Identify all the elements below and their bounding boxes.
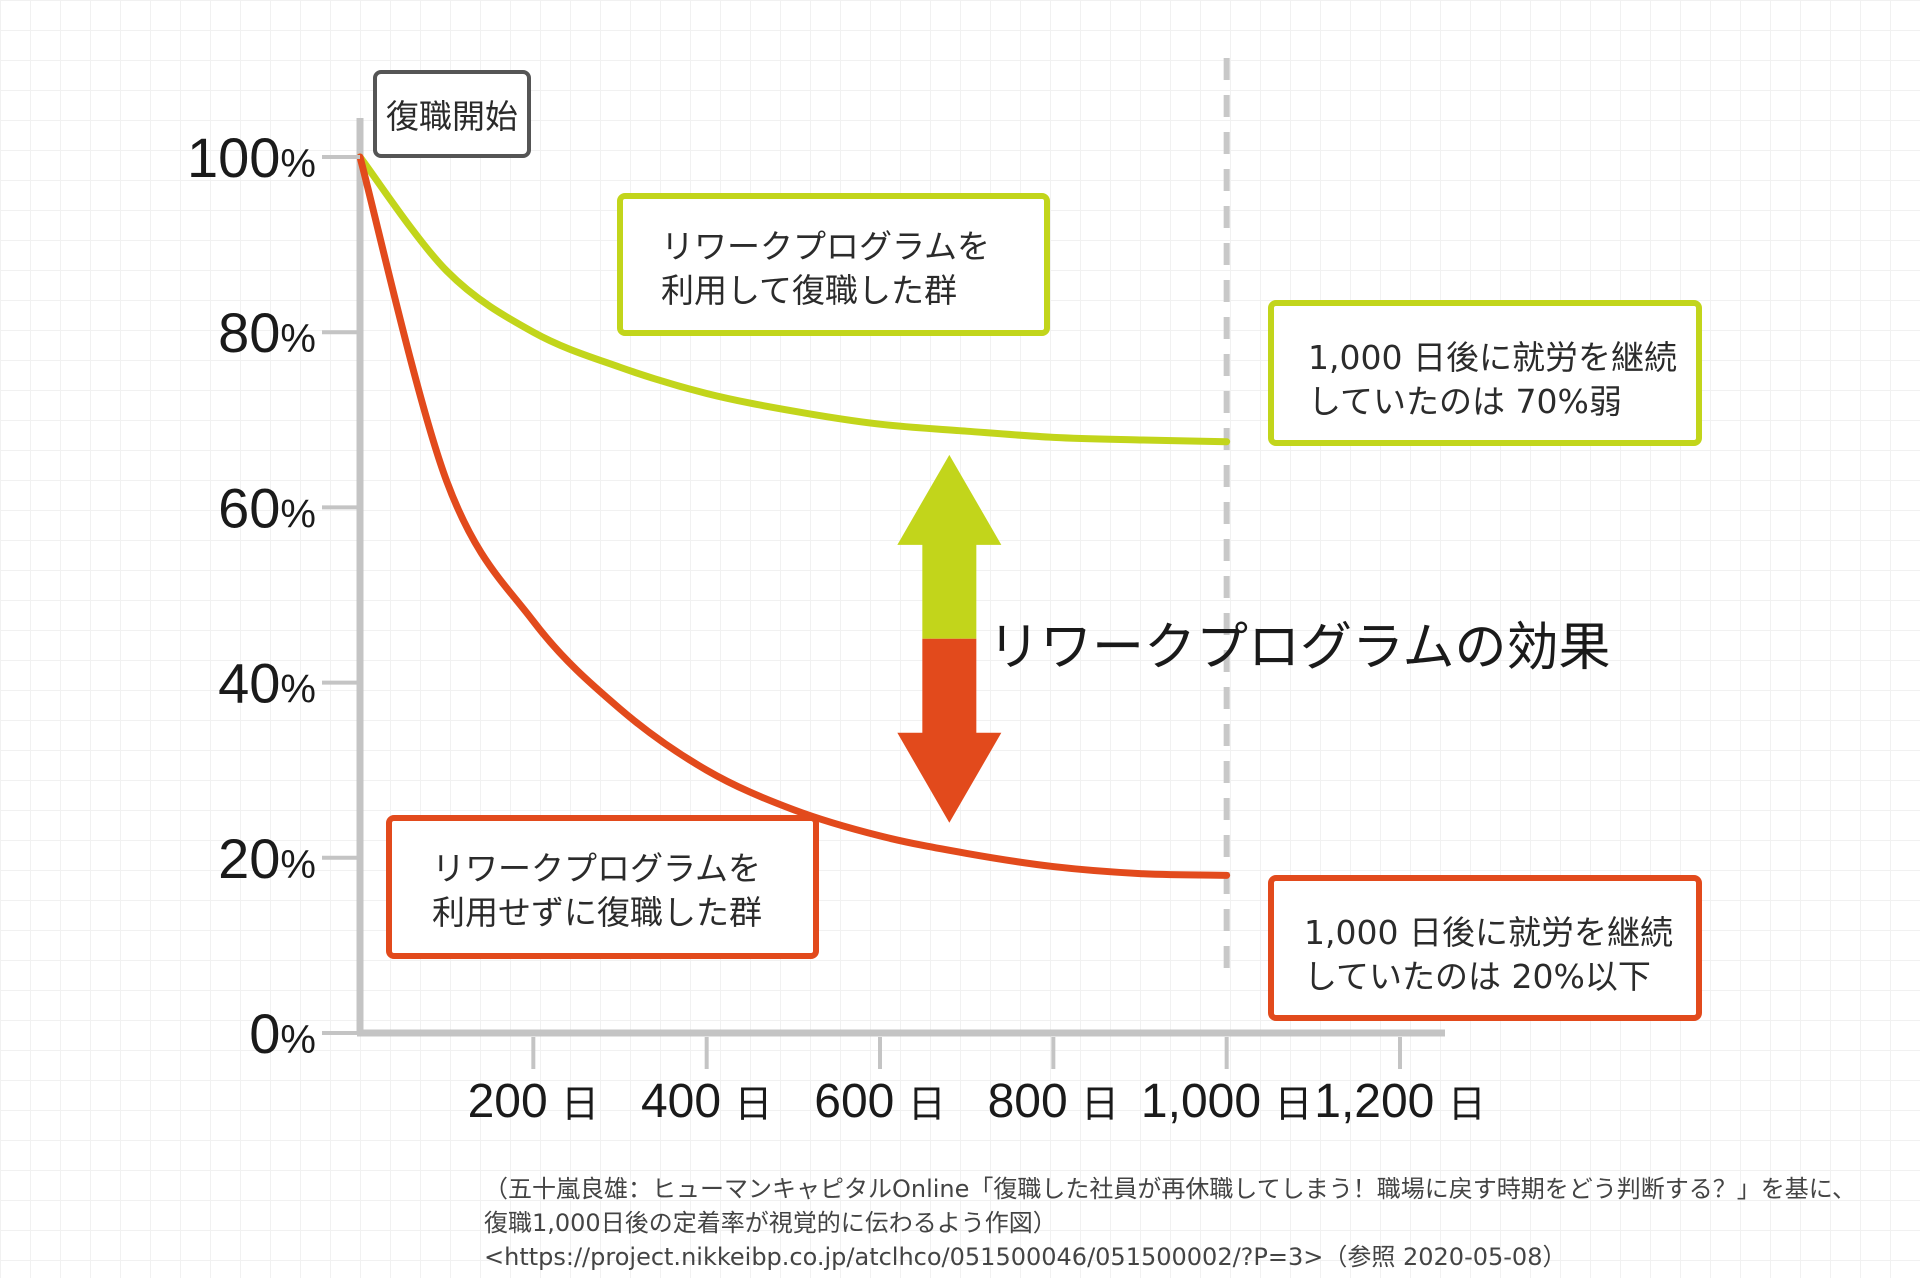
x-tick-label: 400 日 bbox=[641, 1075, 772, 1128]
x-tick-label: 1,200 日 bbox=[1314, 1075, 1485, 1128]
with-program-line1: リワークプログラムを bbox=[661, 227, 991, 266]
y-tick-label: 80% bbox=[218, 301, 316, 364]
y-tick-label: 0% bbox=[249, 1002, 316, 1065]
source-citation: （五十嵐良雄：ヒューマンキャピタルOnline「復職した社員が再休職してしまう！… bbox=[484, 1172, 1856, 1274]
series-line-with-program bbox=[356, 153, 1231, 446]
series-layer bbox=[356, 153, 1231, 879]
with-program-line2: 利用して復職した群 bbox=[661, 271, 958, 310]
y-axis-ticks: 0% 20% 40% 60% 80% 100% bbox=[187, 126, 360, 1065]
return-to-work-start-label: 復職開始 bbox=[373, 70, 531, 158]
source-line3: <https://project.nikkeibp.co.jp/atclhco/… bbox=[484, 1243, 1567, 1271]
rework-effect-label: リワークプログラムの効果 bbox=[988, 618, 1611, 678]
y-tick-label: 40% bbox=[218, 652, 316, 715]
x-tick-label: 600 日 bbox=[814, 1075, 945, 1128]
effect-arrow-down bbox=[897, 638, 1002, 823]
x-axis-ticks: 200 日 400 日 600 日 800 日 1,000 日 1,200 日 bbox=[468, 1037, 1486, 1128]
without-program-line1: リワークプログラムを bbox=[432, 849, 762, 888]
with-program-result-line2: していたのは 70%弱 bbox=[1308, 382, 1622, 421]
source-line1: （五十嵐良雄：ヒューマンキャピタルOnline「復職した社員が再休職してしまう！… bbox=[484, 1175, 1856, 1203]
series-line-without-program bbox=[356, 153, 1231, 879]
y-tick-label: 100% bbox=[187, 126, 316, 189]
with-program-group-label: リワークプログラムを 利用して復職した群 bbox=[617, 193, 1050, 336]
x-tick-label: 200 日 bbox=[468, 1075, 599, 1128]
chart-axes bbox=[356, 58, 1445, 1037]
without-program-result-line2: していたのは 20%以下 bbox=[1304, 957, 1651, 996]
y-tick-label: 20% bbox=[218, 827, 316, 890]
without-program-line2: 利用せずに復職した群 bbox=[432, 893, 762, 932]
without-program-result-line1: 1,000 日後に就労を継続 bbox=[1304, 913, 1673, 952]
source-line2: 復職1,000日後の定着率が視覚的に伝わるよう作図） bbox=[484, 1209, 1057, 1237]
with-program-result-label: 1,000 日後に就労を継続 していたのは 70%弱 bbox=[1268, 300, 1702, 446]
without-program-result-label: 1,000 日後に就労を継続 していたのは 20%以下 bbox=[1268, 875, 1702, 1021]
effect-arrow-up bbox=[897, 454, 1002, 639]
effect-arrow bbox=[897, 454, 1002, 823]
x-tick-label: 800 日 bbox=[988, 1075, 1119, 1128]
without-program-group-label: リワークプログラムを 利用せずに復職した群 bbox=[386, 815, 819, 959]
with-program-result-line1: 1,000 日後に就労を継続 bbox=[1308, 338, 1677, 377]
y-tick-label: 60% bbox=[218, 476, 316, 539]
x-tick-label: 1,000 日 bbox=[1141, 1075, 1312, 1128]
